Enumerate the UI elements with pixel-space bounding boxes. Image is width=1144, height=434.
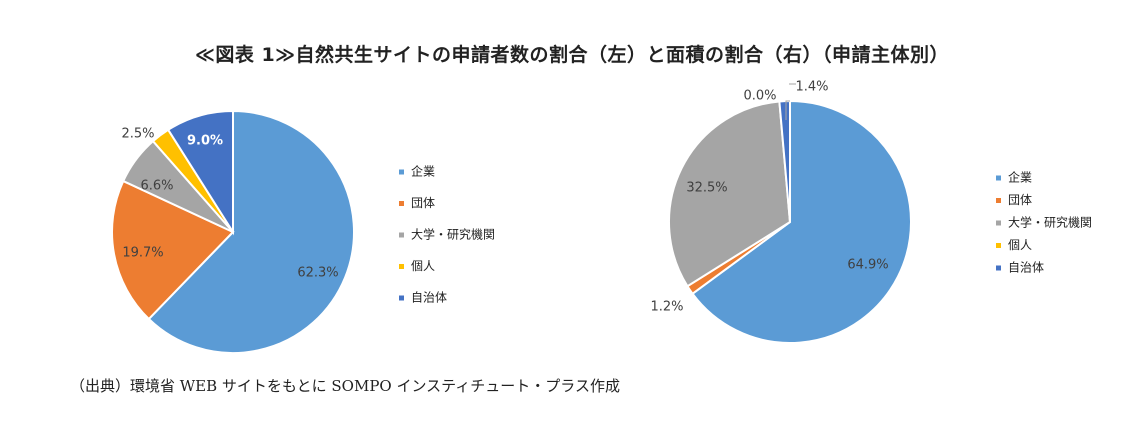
pie2-legend-swatch-0 — [996, 175, 1001, 181]
pie1-data-label-2: 6.6% — [140, 179, 173, 194]
pie1-legend-swatch-1 — [399, 201, 404, 206]
source-note: （出典）環境省 WEB サイトをもとに SOMPO インスティチュート・プラス作… — [70, 377, 620, 395]
pie2-slice-0 — [691, 99, 912, 344]
pie1-legend-swatch-2 — [399, 232, 404, 238]
pie2-data-label-0: 64.9% — [847, 258, 888, 273]
pie2-legend-label-3: 個人 — [1008, 238, 1032, 252]
pie1-slice-4 — [166, 109, 234, 236]
pie1-legend-label-1: 団体 — [411, 196, 435, 210]
pie1-slice-0 — [147, 109, 355, 354]
pie2-data-label-4: 1.4% — [795, 80, 828, 95]
pie1-legend-swatch-3 — [399, 264, 404, 269]
pie2-slice-2 — [668, 100, 792, 288]
pie1-legend-label-2: 大学・研究機関 — [411, 227, 495, 242]
pie2-legend-swatch-4 — [996, 265, 1001, 271]
pie2-legend-label-2: 大学・研究機関 — [1008, 215, 1092, 230]
pie1-legend-swatch-4 — [399, 295, 404, 301]
pie2-data-label-3: 0.0% — [743, 89, 776, 104]
pie1-data-label-0: 62.3% — [297, 266, 338, 281]
pie2-legend-swatch-1 — [996, 198, 1001, 203]
pie1-legend-label-3: 個人 — [411, 259, 435, 273]
pie2-legend-label-1: 団体 — [1008, 193, 1032, 207]
pie2-leader-3 — [785, 100, 790, 120]
pie1-data-label-3: 2.5% — [121, 127, 154, 142]
pie1-legend-label-0: 企業 — [411, 164, 435, 179]
pie2-data-label-2: 32.5% — [686, 181, 727, 196]
pie2-legend-label-0: 企業 — [1008, 170, 1032, 185]
pie1-data-label-1: 19.7% — [122, 246, 163, 261]
chart-title: ≪図表 1≫自然共生サイトの申請者数の割合（左）と面積の割合（右）（申請主体別） — [194, 44, 950, 66]
pie1-legend-label-4: 自治体 — [411, 291, 447, 305]
pie2-legend-swatch-3 — [996, 243, 1001, 248]
pie1-legend-swatch-0 — [399, 169, 404, 175]
pie1-slice-1 — [110, 179, 235, 321]
pie2-legend-swatch-2 — [996, 220, 1001, 226]
pie1-data-label-4: 9.0% — [187, 134, 223, 149]
pie2-data-label-1: 1.2% — [650, 300, 683, 315]
pie2-legend-label-4: 自治体 — [1008, 261, 1044, 275]
